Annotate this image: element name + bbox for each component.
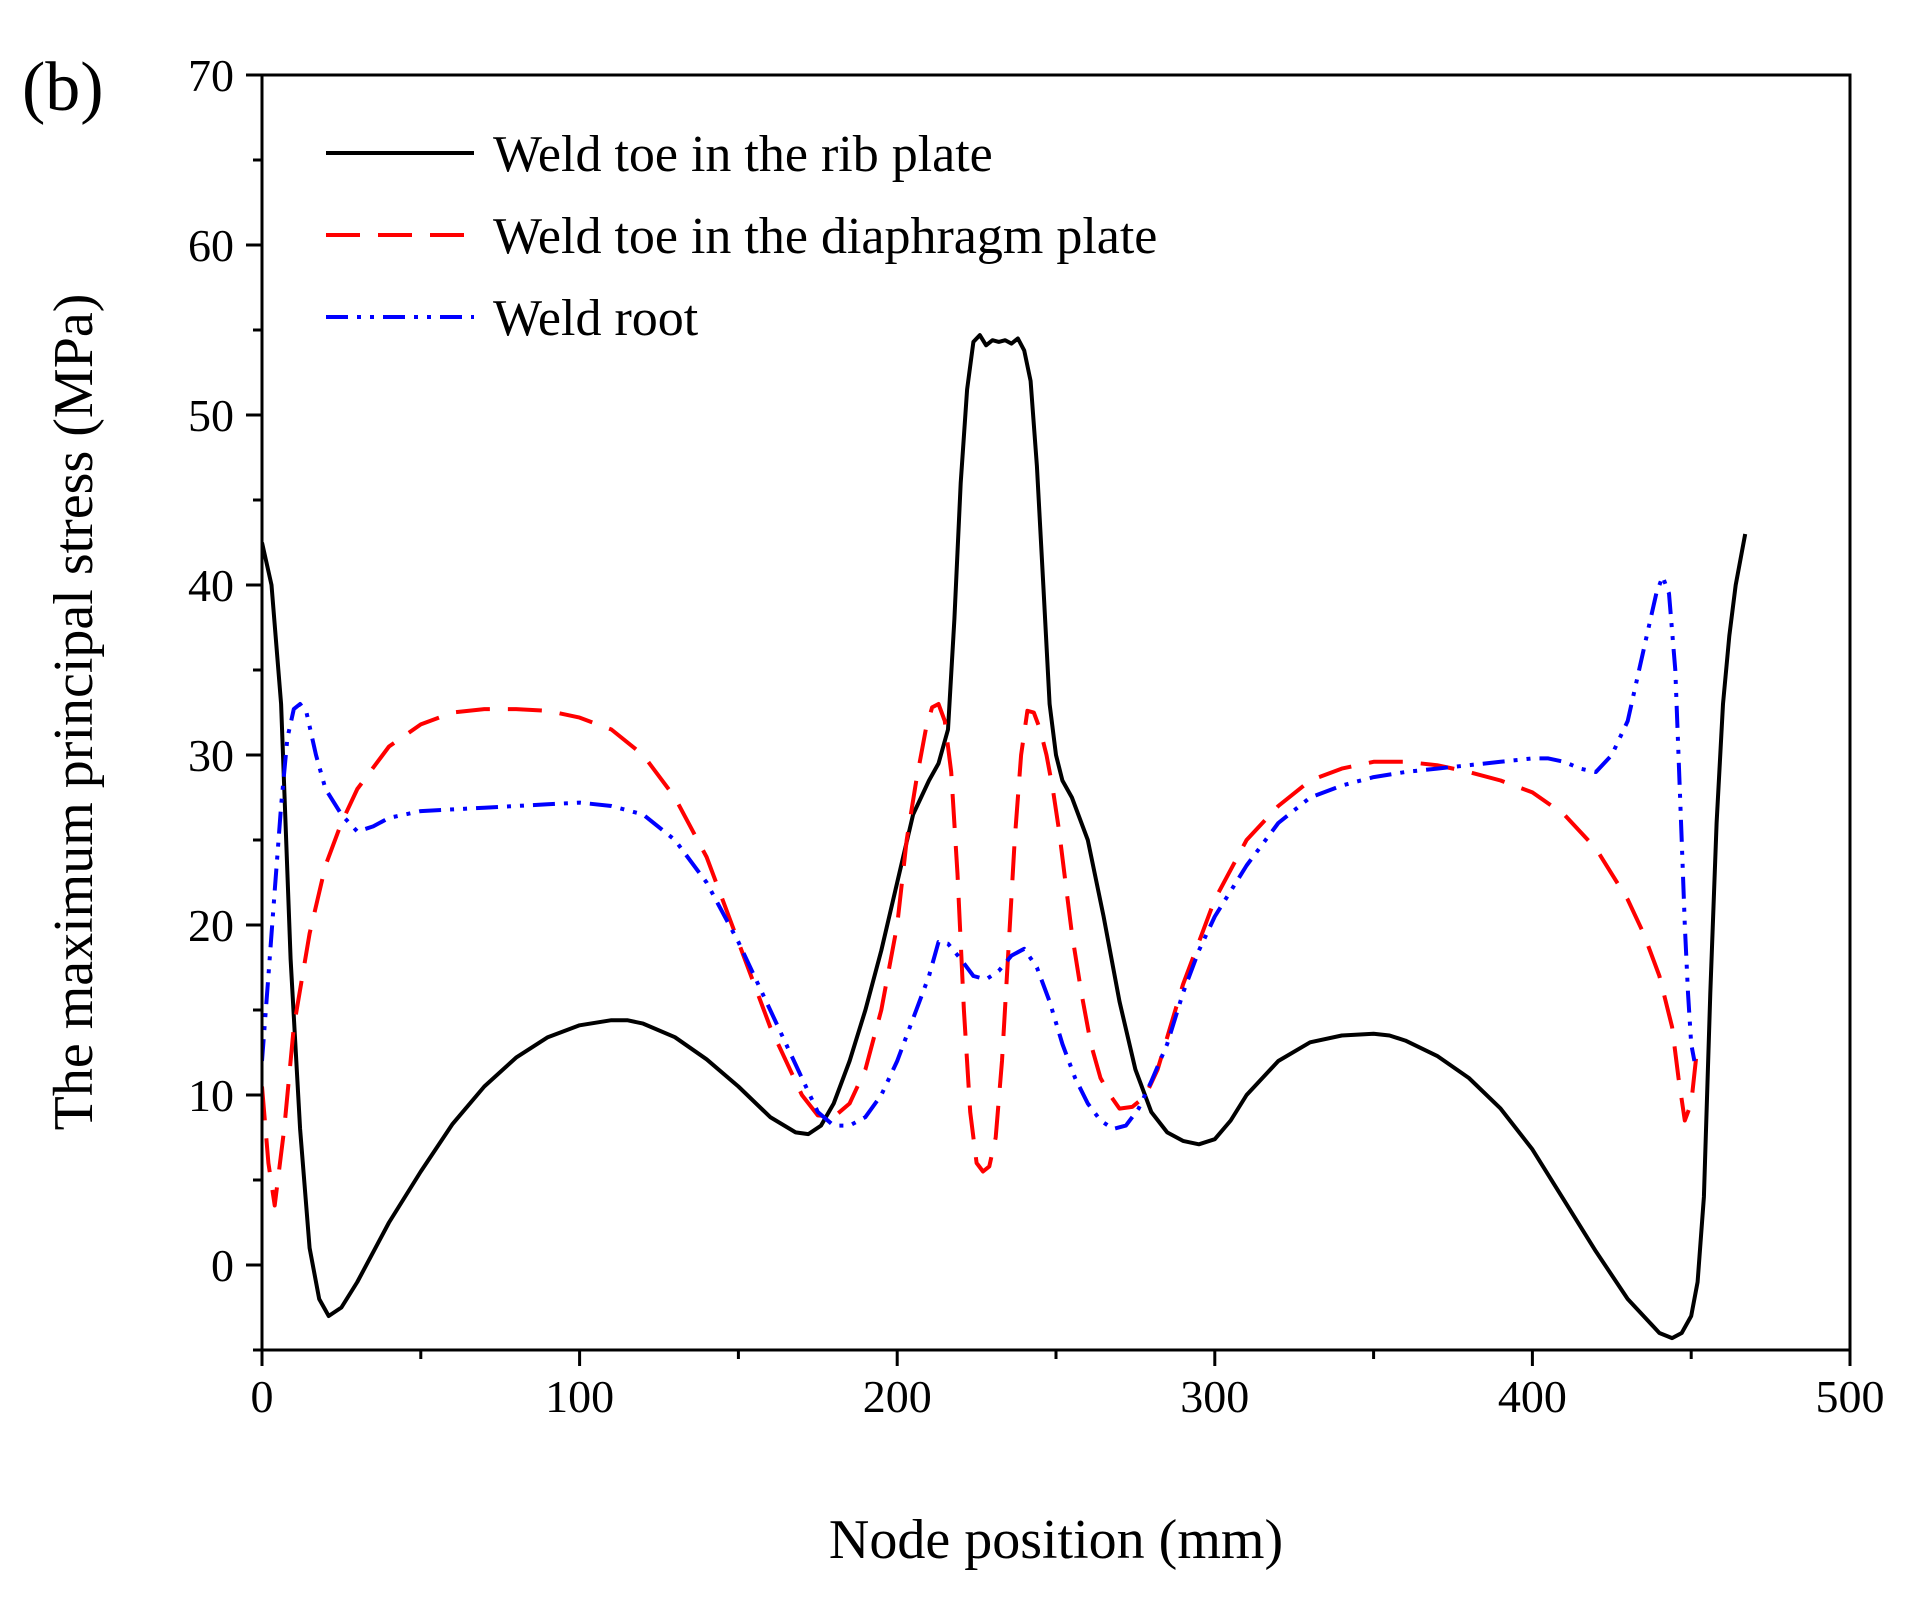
x-tick-label: 0 xyxy=(251,1371,274,1422)
x-axis-ticks: 0 100 200 300 400 500 xyxy=(251,1350,1885,1422)
x-tick-label: 500 xyxy=(1816,1371,1885,1422)
legend: Weld toe in the rib plate Weld toe in th… xyxy=(326,126,1157,347)
y-tick-label: 60 xyxy=(188,220,234,271)
x-axis-title: Node position (mm) xyxy=(829,1509,1283,1571)
y-tick-label: 30 xyxy=(188,730,234,781)
x-tick-label: 400 xyxy=(1498,1371,1567,1422)
x-tick-label: 300 xyxy=(1180,1371,1249,1422)
series-line-weld-root xyxy=(262,574,1697,1131)
series-layer xyxy=(262,333,1748,1341)
series-line-diaphragm-plate xyxy=(262,702,1700,1208)
panel-label: (b) xyxy=(22,49,104,126)
plot-frame xyxy=(260,73,1852,1352)
x-tick-label: 200 xyxy=(863,1371,932,1422)
y-tick-label: 70 xyxy=(188,50,234,101)
y-tick-label: 50 xyxy=(188,390,234,441)
y-tick-label: 40 xyxy=(188,560,234,611)
y-axis-title: The maximum principal stress (MPa) xyxy=(43,294,105,1131)
y-tick-label: 10 xyxy=(188,1070,234,1121)
series-line-rib-plate xyxy=(262,333,1748,1341)
y-axis-ticks: 0 10 20 30 40 50 60 70 xyxy=(188,50,262,1352)
legend-label-weld-root: Weld root xyxy=(493,290,699,347)
y-tick-label: 0 xyxy=(211,1240,234,1291)
y-tick-label: 20 xyxy=(188,900,234,951)
x-tick-label: 100 xyxy=(545,1371,614,1422)
legend-label-diaphragm-plate: Weld toe in the diaphragm plate xyxy=(493,208,1157,265)
legend-label-rib-plate: Weld toe in the rib plate xyxy=(493,126,993,183)
